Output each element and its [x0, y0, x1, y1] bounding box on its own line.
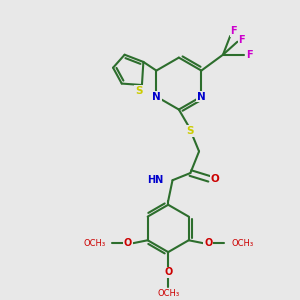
- Text: N: N: [197, 92, 206, 102]
- Text: F: F: [230, 26, 237, 36]
- Text: O: O: [164, 267, 172, 277]
- Text: O: O: [124, 238, 132, 248]
- Text: F: F: [238, 35, 245, 45]
- Text: S: S: [187, 126, 194, 136]
- Text: O: O: [204, 238, 212, 248]
- Text: OCH₃: OCH₃: [157, 289, 179, 298]
- Text: HN: HN: [148, 175, 164, 185]
- Text: O: O: [211, 174, 219, 184]
- Text: OCH₃: OCH₃: [231, 238, 253, 247]
- Text: F: F: [246, 50, 252, 60]
- Text: N: N: [152, 92, 161, 102]
- Text: S: S: [135, 86, 143, 96]
- Text: OCH₃: OCH₃: [83, 238, 105, 247]
